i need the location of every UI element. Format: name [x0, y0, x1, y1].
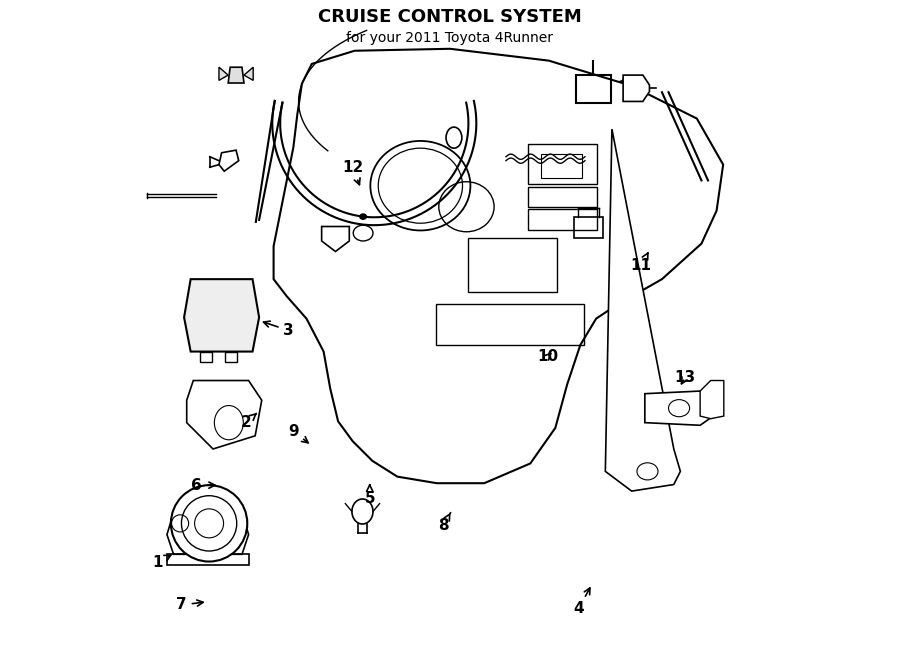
- Polygon shape: [219, 67, 229, 81]
- Text: 13: 13: [674, 370, 696, 385]
- Text: 1: 1: [152, 555, 171, 570]
- Text: 2: 2: [240, 414, 256, 430]
- Polygon shape: [244, 67, 253, 81]
- Text: 10: 10: [537, 349, 558, 364]
- Polygon shape: [700, 381, 724, 418]
- Text: 8: 8: [438, 513, 451, 533]
- Text: 12: 12: [342, 160, 364, 184]
- Polygon shape: [167, 513, 248, 555]
- Ellipse shape: [171, 485, 248, 562]
- Text: 9: 9: [288, 424, 308, 443]
- Polygon shape: [644, 391, 714, 425]
- Text: 6: 6: [191, 478, 215, 492]
- Text: for your 2011 Toyota 4Runner: for your 2011 Toyota 4Runner: [346, 31, 554, 45]
- Polygon shape: [623, 75, 650, 101]
- Text: CRUISE CONTROL SYSTEM: CRUISE CONTROL SYSTEM: [318, 8, 582, 26]
- Text: 5: 5: [364, 485, 375, 506]
- Polygon shape: [274, 49, 724, 483]
- Polygon shape: [219, 150, 238, 171]
- Ellipse shape: [360, 214, 366, 219]
- Polygon shape: [606, 129, 680, 491]
- Text: 4: 4: [573, 588, 590, 617]
- Text: 11: 11: [630, 253, 652, 274]
- Polygon shape: [229, 67, 244, 83]
- Text: 7: 7: [176, 598, 203, 613]
- Polygon shape: [321, 227, 349, 252]
- Polygon shape: [184, 279, 259, 352]
- Text: 3: 3: [264, 321, 294, 338]
- Polygon shape: [186, 381, 262, 449]
